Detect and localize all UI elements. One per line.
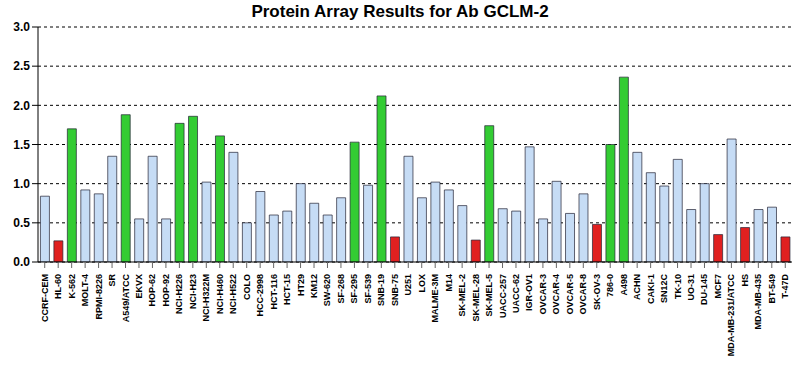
svg-text:MOLT-4: MOLT-4	[80, 274, 90, 306]
svg-text:UACC-257: UACC-257	[498, 274, 508, 318]
svg-text:OVCAR-4: OVCAR-4	[551, 274, 561, 315]
svg-text:786-0: 786-0	[605, 274, 615, 297]
svg-text:SF-539: SF-539	[363, 274, 373, 304]
svg-text:MDA-MB-231/ATCC: MDA-MB-231/ATCC	[726, 274, 736, 357]
svg-text:2.5: 2.5	[13, 59, 30, 73]
svg-text:3.0: 3.0	[13, 20, 30, 34]
svg-text:MDA-MB-435: MDA-MB-435	[753, 274, 763, 330]
svg-text:HT29: HT29	[296, 274, 306, 296]
svg-text:ACHN: ACHN	[632, 274, 642, 300]
svg-text:0.5: 0.5	[13, 216, 30, 230]
svg-text:1.5: 1.5	[13, 138, 30, 152]
svg-text:A498: A498	[619, 274, 629, 296]
svg-text:SK-MEL-2: SK-MEL-2	[457, 274, 467, 317]
svg-text:OVCAR-5: OVCAR-5	[565, 274, 575, 315]
svg-text:HL-60: HL-60	[53, 274, 63, 299]
svg-text:SK-MEL-5: SK-MEL-5	[484, 274, 494, 317]
svg-text:CCRF-CEM: CCRF-CEM	[40, 274, 50, 322]
svg-text:M14: M14	[444, 274, 454, 292]
svg-text:SNB-19: SNB-19	[376, 274, 386, 306]
svg-text:HCT-116: HCT-116	[269, 274, 279, 310]
svg-text:TK-10: TK-10	[673, 274, 683, 299]
svg-text:IGR-OV1: IGR-OV1	[524, 274, 534, 311]
svg-text:0.0: 0.0	[13, 255, 30, 269]
svg-text:1.0: 1.0	[13, 177, 30, 191]
svg-text:UACC-62: UACC-62	[511, 274, 521, 313]
svg-text:OVCAR-8: OVCAR-8	[578, 274, 588, 315]
svg-text:SF-295: SF-295	[349, 274, 359, 304]
svg-text:SK-OV-3: SK-OV-3	[592, 274, 602, 310]
svg-text:A549/ATCC: A549/ATCC	[121, 274, 131, 323]
svg-text:EKVX: EKVX	[134, 274, 144, 299]
svg-text:SNB-75: SNB-75	[390, 274, 400, 306]
svg-text:DU-145: DU-145	[699, 274, 709, 305]
svg-text:CAKI-1: CAKI-1	[646, 274, 656, 304]
svg-text:NCI-H322M: NCI-H322M	[201, 274, 211, 322]
svg-text:SN12C: SN12C	[659, 274, 669, 304]
svg-text:SK-MEL-28: SK-MEL-28	[471, 274, 481, 322]
svg-text:MCF7: MCF7	[713, 274, 723, 299]
svg-text:NCI-H23: NCI-H23	[188, 274, 198, 309]
svg-text:K-562: K-562	[67, 274, 77, 299]
svg-text:2.0: 2.0	[13, 99, 30, 113]
svg-text:BT-549: BT-549	[767, 274, 777, 304]
svg-text:NCI-H522: NCI-H522	[228, 274, 238, 314]
svg-text:SF-268: SF-268	[336, 274, 346, 304]
svg-text:SW-620: SW-620	[322, 274, 332, 306]
html-text:Protein Array Results for Ab G: Protein Array Results for Ab GCLM-2	[251, 2, 549, 21]
svg-text:RPMI-8226: RPMI-8226	[94, 274, 104, 320]
svg-text:SR: SR	[107, 274, 117, 287]
svg-text:HOP-62: HOP-62	[147, 274, 157, 307]
svg-text:OVCAR-3: OVCAR-3	[538, 274, 548, 315]
svg-text:UO-31: UO-31	[686, 274, 696, 301]
svg-text:LOX: LOX	[417, 274, 427, 293]
svg-text:MALME-3M: MALME-3M	[430, 274, 440, 323]
svg-text:KM12: KM12	[309, 274, 319, 298]
svg-text:HCC-2998: HCC-2998	[255, 274, 265, 317]
svg-text:NCI-H460: NCI-H460	[215, 274, 225, 314]
svg-text:NCI-H226: NCI-H226	[174, 274, 184, 314]
svg-text:HCT-15: HCT-15	[282, 274, 292, 305]
svg-text:HS: HS	[740, 274, 750, 287]
svg-text:COLO: COLO	[242, 274, 252, 300]
svg-text:T-47D: T-47D	[780, 274, 790, 299]
svg-text:U251: U251	[403, 274, 413, 296]
svg-text:HOP-92: HOP-92	[161, 274, 171, 307]
